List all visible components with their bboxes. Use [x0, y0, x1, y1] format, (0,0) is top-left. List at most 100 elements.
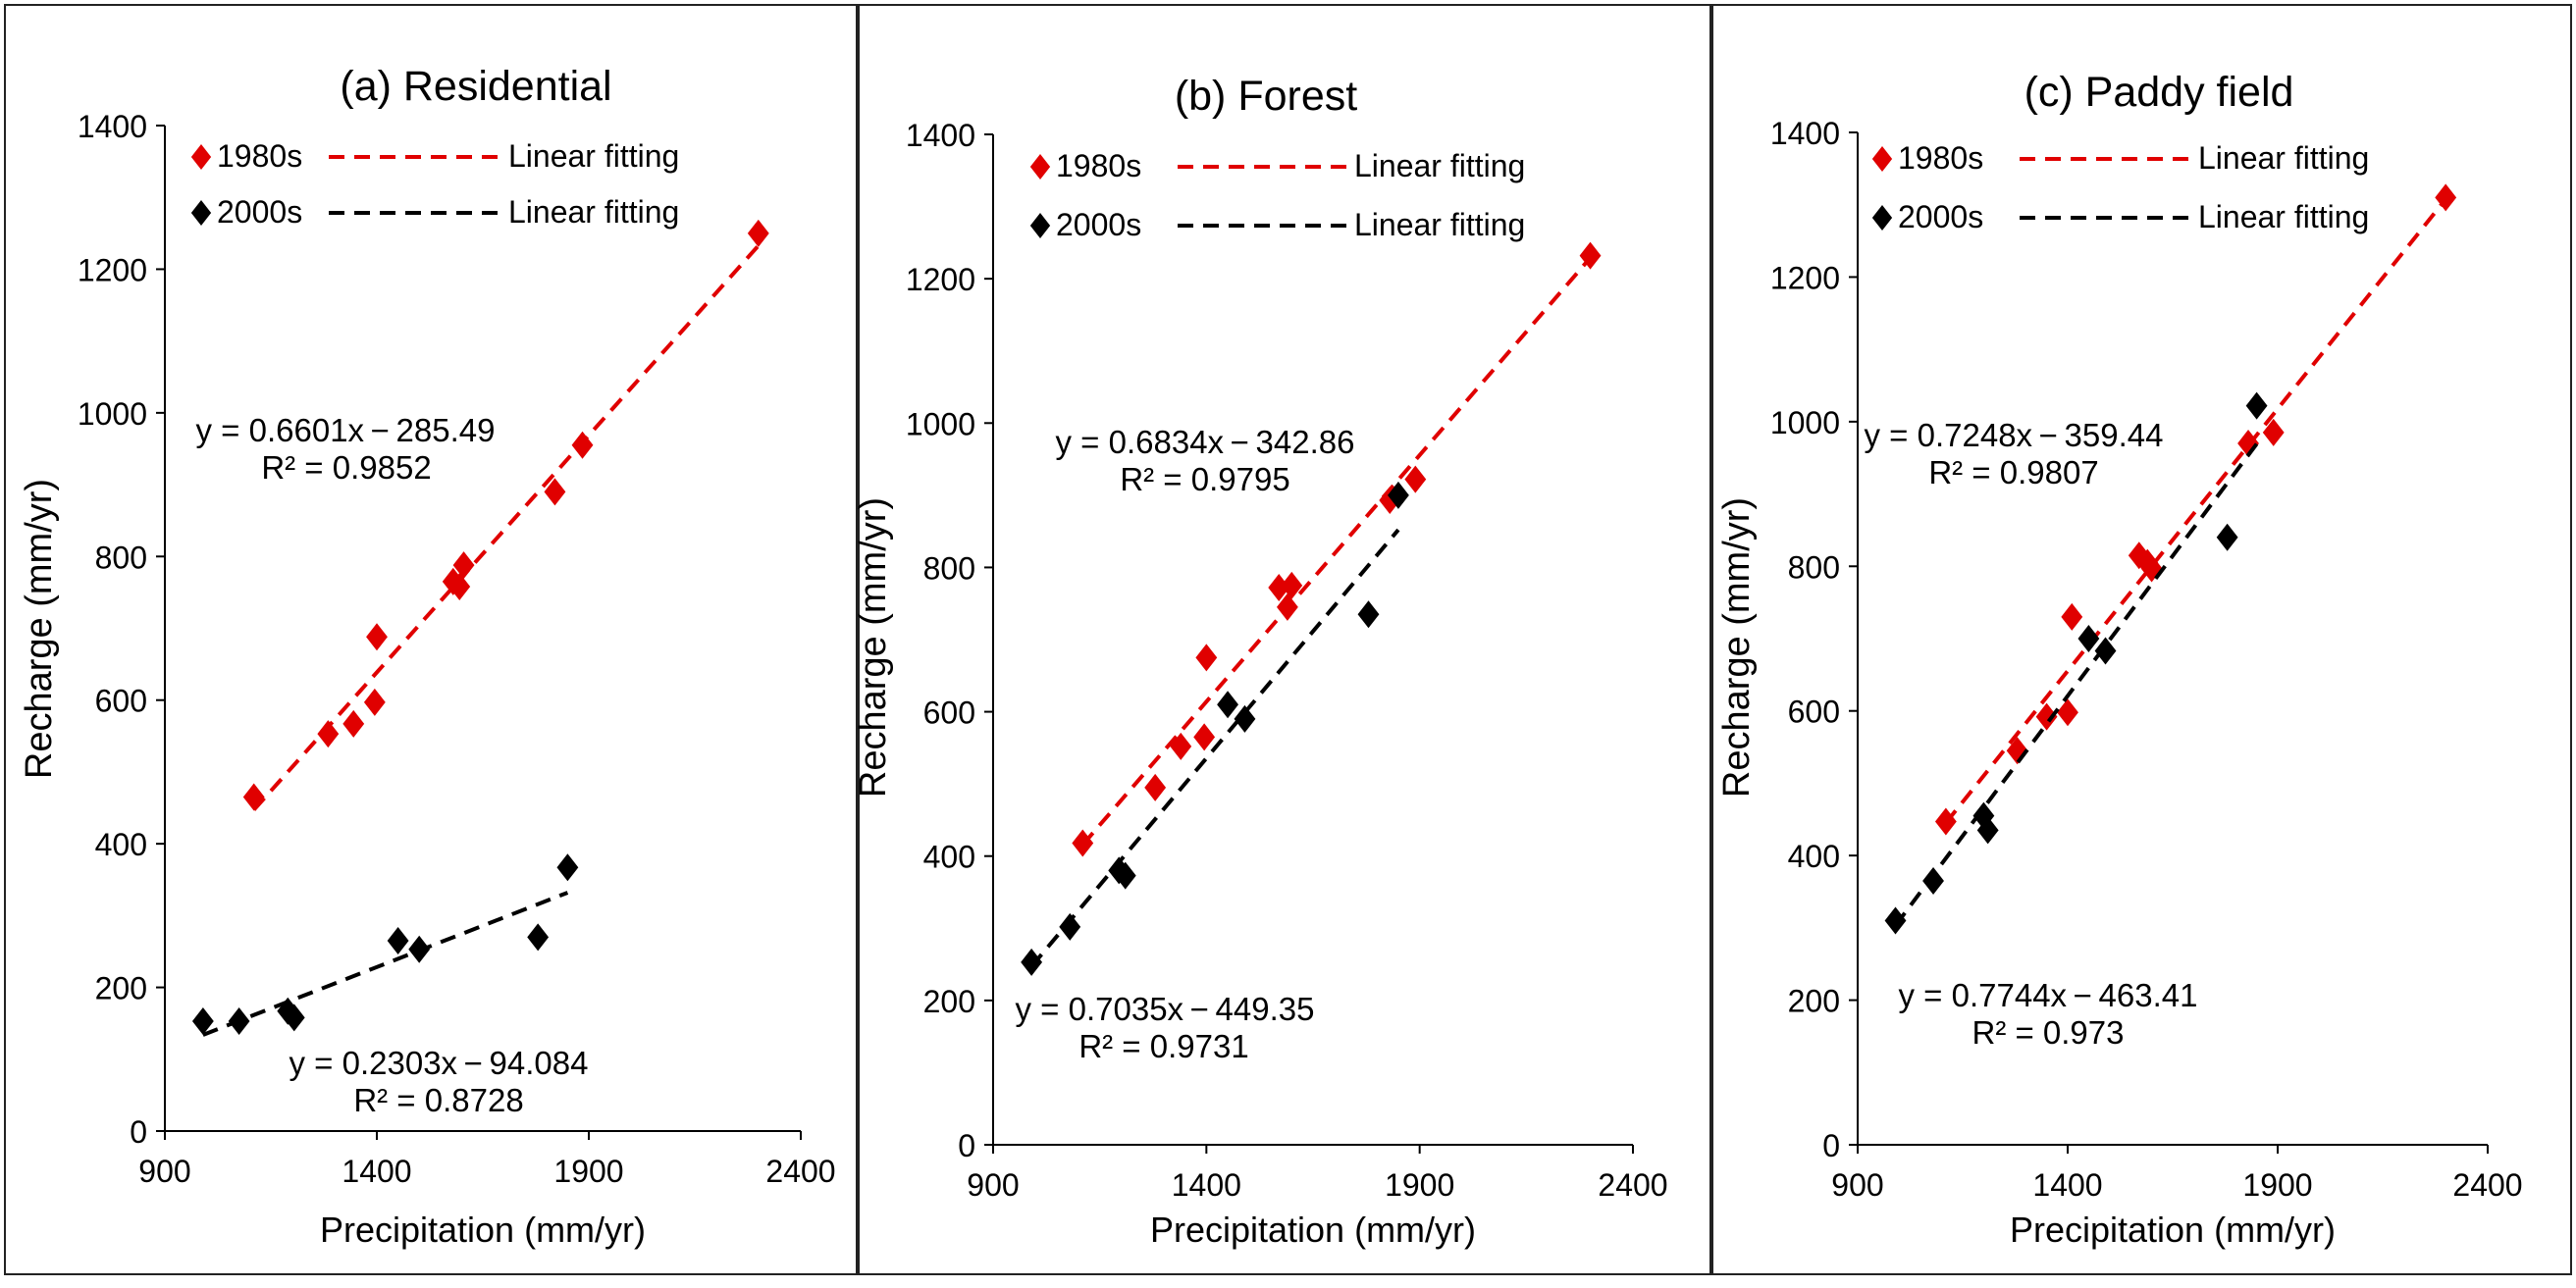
y-tick-label: 600	[95, 684, 147, 719]
data-point-1980s	[2006, 737, 2028, 765]
fit-equation-2000s: y = 0.7035x − 449.35	[1016, 991, 1315, 1027]
legend-label: 2000s	[1898, 199, 1983, 234]
y-tick-label: 400	[1788, 839, 1840, 874]
data-point-2000s	[1021, 948, 1043, 976]
y-axis-label: Recharge (mm/yr)	[19, 479, 60, 779]
panel-frame-paddy	[1711, 4, 2572, 1275]
x-axis-label: Precipitation (mm/yr)	[1150, 1210, 1476, 1250]
x-tick-label: 1900	[1385, 1167, 1454, 1203]
y-tick-label: 0	[130, 1114, 147, 1150]
legend-fit-label: Linear fitting	[1354, 148, 1525, 183]
fit-equation-1980s: y = 0.7248x − 359.44	[1865, 417, 2164, 453]
y-tick-label: 1000	[1770, 405, 1840, 440]
y-tick-label: 800	[1788, 549, 1840, 585]
y-tick-label: 1200	[906, 262, 975, 297]
chart-title: (b) Forest	[1175, 73, 1357, 120]
data-point-1980s	[2435, 183, 2457, 212]
data-point-2000s	[1884, 906, 1907, 935]
y-axis-label: Recharge (mm/yr)	[1716, 497, 1758, 798]
legend-label: 1980s	[1056, 148, 1141, 183]
legend-fit-label: Linear fitting	[1354, 207, 1525, 242]
legend-marker-2000s	[1029, 213, 1051, 238]
data-point-1980s	[747, 219, 769, 247]
data-point-1980s	[317, 720, 340, 748]
data-point-1980s	[448, 573, 471, 601]
fit-r2-2000s: R² = 0.9731	[1078, 1028, 1248, 1064]
legend-marker-1980s	[1029, 154, 1051, 180]
data-point-2000s	[1922, 866, 1944, 895]
fit-r2-1980s: R² = 0.9807	[1928, 454, 2098, 490]
data-point-1980s	[1193, 723, 1216, 751]
x-tick-label: 2400	[765, 1154, 835, 1189]
y-tick-label: 800	[95, 540, 147, 575]
y-tick-label: 1000	[78, 396, 147, 432]
y-axis-label: Recharge (mm/yr)	[853, 497, 894, 798]
data-point-1980s	[2057, 698, 2078, 727]
data-point-1980s	[1144, 773, 1167, 801]
x-tick-label: 1400	[1172, 1167, 1241, 1203]
y-tick-label: 400	[923, 840, 975, 875]
data-point-1980s	[242, 783, 265, 811]
y-tick-label: 1400	[906, 118, 975, 153]
y-tick-label: 200	[1788, 984, 1840, 1019]
x-axis-label: Precipitation (mm/yr)	[2010, 1210, 2336, 1250]
chart-paddy: (c) Paddy field 0 200 400 600 800 1000 1200 1400…	[1716, 69, 2523, 1250]
x-tick-label: 2400	[2452, 1167, 2522, 1203]
fit-line-2000s	[1893, 442, 2259, 927]
data-point-2000s	[2094, 637, 2117, 665]
data-point-1980s	[1195, 644, 1218, 672]
data-point-1980s	[1277, 592, 1298, 621]
data-point-1980s	[2061, 602, 2083, 631]
legend-marker-1980s	[1871, 146, 1893, 172]
fit-line-1980s	[1944, 197, 2447, 825]
x-axis-label: Precipitation (mm/yr)	[320, 1210, 646, 1250]
data-point-1980s	[2262, 418, 2285, 446]
data-point-2000s	[1217, 691, 1238, 719]
data-point-1980s	[1170, 732, 1192, 760]
data-point-2000s	[1976, 816, 1999, 845]
fit-r2-2000s: R² = 0.8728	[353, 1082, 523, 1118]
x-tick-label: 1400	[342, 1154, 411, 1189]
fit-line-2000s	[202, 891, 569, 1037]
legend-fit-label: Linear fitting	[2198, 199, 2369, 234]
data-point-1980s	[342, 709, 365, 738]
data-point-1980s	[366, 623, 388, 651]
legend-label: 1980s	[217, 138, 302, 174]
legend-fit-label: Linear fitting	[508, 194, 679, 230]
data-point-1980s	[1579, 241, 1602, 270]
y-tick-label: 1200	[1770, 260, 1840, 295]
data-point-1980s	[544, 478, 566, 506]
data-point-2000s	[191, 1006, 214, 1035]
data-point-1980s	[1934, 807, 1957, 836]
panel-frame-residential	[4, 4, 858, 1275]
data-point-2000s	[527, 923, 550, 952]
data-point-2000s	[1059, 912, 1081, 941]
data-point-2000s	[556, 853, 579, 882]
fit-equation-1980s: y = 0.6601x − 285.49	[196, 412, 496, 448]
panel-frame-forest	[858, 4, 1711, 1275]
chart-forest: (b) Forest 0 200 400 600 800 1000 1200 1400 900 14…	[853, 73, 1668, 1250]
x-tick-label: 2400	[1598, 1167, 1667, 1203]
x-tick-label: 1400	[2032, 1167, 2102, 1203]
data-point-2000s	[2245, 391, 2268, 420]
data-point-2000s	[408, 935, 431, 963]
data-point-1980s	[1072, 829, 1094, 857]
data-point-1980s	[1281, 571, 1303, 599]
x-tick-label: 1900	[2242, 1167, 2312, 1203]
legend-marker-2000s	[1871, 205, 1893, 231]
data-point-2000s	[283, 1004, 305, 1032]
x-tick-label: 1900	[553, 1154, 623, 1189]
legend-marker-1980s	[190, 144, 212, 170]
fit-equation-2000s: y = 0.2303x − 94.084	[289, 1045, 589, 1081]
data-point-1980s	[1268, 574, 1290, 602]
legend-marker-2000s	[190, 200, 212, 226]
data-point-2000s	[228, 1006, 250, 1035]
y-tick-label: 1400	[78, 109, 147, 144]
x-tick-label: 900	[967, 1167, 1019, 1203]
y-tick-label: 0	[958, 1128, 975, 1163]
legend-fit-label: Linear fitting	[508, 138, 679, 174]
chart-title: (a) Residential	[340, 63, 611, 110]
legend-fit-label: Linear fitting	[2198, 140, 2369, 176]
data-point-2000s	[1388, 481, 1409, 509]
